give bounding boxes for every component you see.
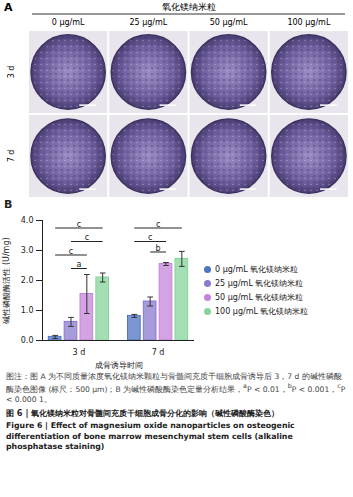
html-text:100 μg/mL 氧化镁纳米粒: 100 μg/mL 氧化镁纳米粒	[215, 306, 309, 316]
svg-text:b: b	[156, 244, 161, 253]
svg-text:碱性磷酸酶活性 (U/mg): 碱性磷酸酶活性 (U/mg)	[2, 237, 11, 323]
svg-text:氧化镁纳米粒: 氧化镁纳米粒	[162, 2, 216, 12]
svg-text:1.0: 1.0	[21, 306, 34, 315]
svg-text:7 d: 7 d	[7, 150, 16, 163]
svg-text:成骨诱导时间: 成骨诱导时间	[95, 361, 143, 370]
html-text:B: B	[4, 198, 13, 211]
svg-text:7 d: 7 d	[152, 348, 165, 357]
svg-text:0.0: 0.0	[21, 336, 34, 345]
html-text:50 μg/mL 氧化镁纳米粒: 50 μg/mL 氧化镁纳米粒	[215, 292, 304, 302]
svg-text:3.0: 3.0	[21, 246, 34, 255]
svg-text:0 μg/mL: 0 μg/mL	[52, 18, 85, 27]
svg-text:c: c	[85, 233, 89, 242]
svg-text:c: c	[156, 220, 160, 229]
svg-text:4.0: 4.0	[21, 216, 34, 225]
svg-text:a: a	[76, 260, 81, 269]
html-text:25 μg/mL 氧化镁纳米粒: 25 μg/mL 氧化镁纳米粒	[215, 278, 304, 288]
svg-text:A: A	[4, 1, 13, 14]
html-text:图注：图 A 为不同质量浓度氧化镁纳米颗粒与骨髓间充质干细胞: 图注：图 A 为不同质量浓度氧化镁纳米颗粒与骨髓间充质干细胞成骨诱导后 3，7 …	[6, 372, 346, 404]
html-text:0 μg/mL 氧化镁纳米粒: 0 μg/mL 氧化镁纳米粒	[215, 264, 299, 274]
svg-text:c: c	[77, 220, 81, 229]
svg-text:3 d: 3 d	[7, 66, 16, 79]
svg-text:2.0: 2.0	[21, 276, 34, 285]
html-text:Figure 6 | Effect of magnesium: Figure 6 | Effect of magnesium oxide nan…	[6, 421, 295, 452]
html-text:图 6 | 氧化镁纳米粒对骨髓间充质干细胞成骨分化的影响（碱: 图 6 | 氧化镁纳米粒对骨髓间充质干细胞成骨分化的影响（碱性磷酸酶染色）	[6, 408, 280, 419]
svg-text:100 μg/mL: 100 μg/mL	[287, 18, 330, 27]
svg-text:c: c	[148, 233, 152, 242]
svg-text:c: c	[69, 247, 73, 256]
svg-text:50 μg/mL: 50 μg/mL	[210, 18, 248, 27]
svg-text:25 μg/mL: 25 μg/mL	[129, 18, 167, 27]
svg-text:3 d: 3 d	[73, 348, 86, 357]
